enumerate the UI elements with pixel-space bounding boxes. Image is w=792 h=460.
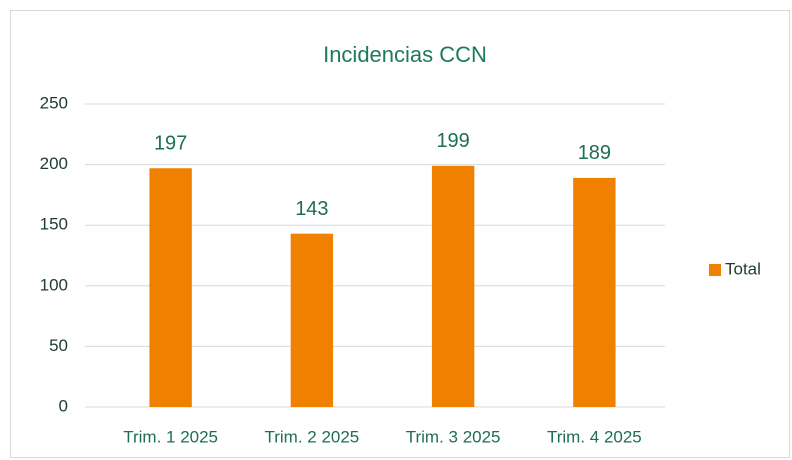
y-tick-label: 0 xyxy=(59,396,68,415)
bar xyxy=(290,233,334,407)
x-tick-label: Trim. 3 2025 xyxy=(406,427,501,446)
y-tick-label: 150 xyxy=(40,215,68,234)
legend-swatch xyxy=(709,264,721,276)
y-tick-label: 50 xyxy=(49,336,68,355)
x-tick-label: Trim. 2 2025 xyxy=(264,427,359,446)
data-label: 143 xyxy=(295,198,328,220)
y-tick-label: 200 xyxy=(40,154,68,173)
bar xyxy=(573,177,616,407)
bar xyxy=(149,168,192,407)
y-tick-label: 250 xyxy=(40,93,68,112)
data-label: 189 xyxy=(578,142,611,164)
y-tick-label: 100 xyxy=(40,275,68,294)
chart-border xyxy=(10,10,790,458)
data-label: 197 xyxy=(154,133,187,155)
legend-label: Total xyxy=(725,259,761,278)
x-tick-label: Trim. 4 2025 xyxy=(547,427,642,446)
bar xyxy=(431,165,475,407)
chart-title: Incidencias CCN xyxy=(323,42,487,67)
x-tick-label: Trim. 1 2025 xyxy=(123,427,218,446)
data-label: 199 xyxy=(436,130,469,152)
